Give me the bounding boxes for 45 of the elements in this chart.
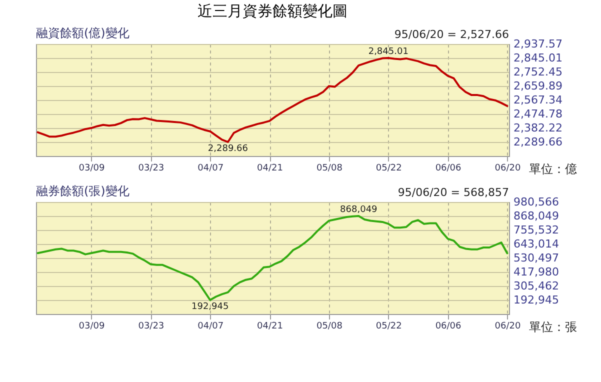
x-tick-label: 03/09	[78, 164, 106, 174]
text: 95/06/20 = 2,527.66	[394, 28, 509, 41]
text: 單位：億	[529, 162, 577, 176]
chart-title: 融券餘額(張)變化	[36, 184, 130, 198]
y-tick-label: 2,659.89	[514, 80, 562, 92]
x-tick-label: 05/22	[376, 164, 402, 174]
chart-title: 近三月資券餘額變化圖	[198, 2, 348, 20]
x-tick-label: 06/20	[494, 164, 521, 174]
line-series	[36, 215, 508, 301]
chart-subtitle: 融資餘額(億)變化	[36, 26, 130, 40]
y-tick-label: 2,752.45	[514, 66, 562, 78]
x-tick-label: 06/06	[435, 164, 462, 174]
y-tick-label: 643,014	[514, 238, 559, 250]
x-tick-label: 05/08	[316, 322, 343, 332]
y-tick-label: 192,945	[514, 294, 559, 306]
x-tick-label: 05/22	[376, 322, 402, 332]
y-tick-label: 305,462	[514, 280, 559, 292]
x-tick-label: 06/06	[435, 322, 462, 332]
y-tick-label: 530,497	[514, 252, 559, 264]
y-tick-label: 2,845.01	[514, 52, 562, 64]
annotation: 192,945	[191, 302, 229, 312]
y-tick-label: 868,049	[514, 210, 559, 222]
x-tick-label: 03/09	[78, 322, 106, 332]
x-tick-label: 04/21	[257, 322, 283, 332]
x-tick-label: 05/08	[316, 164, 343, 174]
x-tick-label: 03/23	[138, 322, 164, 332]
y-tick-label: 2,567.34	[514, 94, 562, 106]
y-tick-label: 417,980	[514, 266, 559, 278]
x-tick-label: 03/23	[138, 164, 164, 174]
text: 單位：張	[529, 320, 577, 334]
y-tick-label: 2,289.66	[514, 136, 562, 148]
annotation: 2,845.01	[368, 47, 408, 57]
annotation: 2,289.66	[208, 144, 248, 154]
y-tick-label: 2,474.78	[514, 108, 562, 120]
line-series	[36, 57, 508, 143]
y-tick-label: 755,532	[514, 224, 559, 236]
y-tick-label: 2,382.22	[514, 122, 562, 134]
annotation: 868,049	[340, 205, 378, 215]
x-tick-label: 06/20	[494, 322, 521, 332]
text: 95/06/20 = 568,857	[398, 186, 509, 199]
y-tick-label: 980,566	[514, 196, 559, 208]
x-tick-label: 04/21	[257, 164, 283, 174]
x-tick-label: 04/07	[198, 322, 224, 332]
y-tick-label: 2,937.57	[514, 38, 562, 50]
x-tick-label: 04/07	[198, 164, 224, 174]
